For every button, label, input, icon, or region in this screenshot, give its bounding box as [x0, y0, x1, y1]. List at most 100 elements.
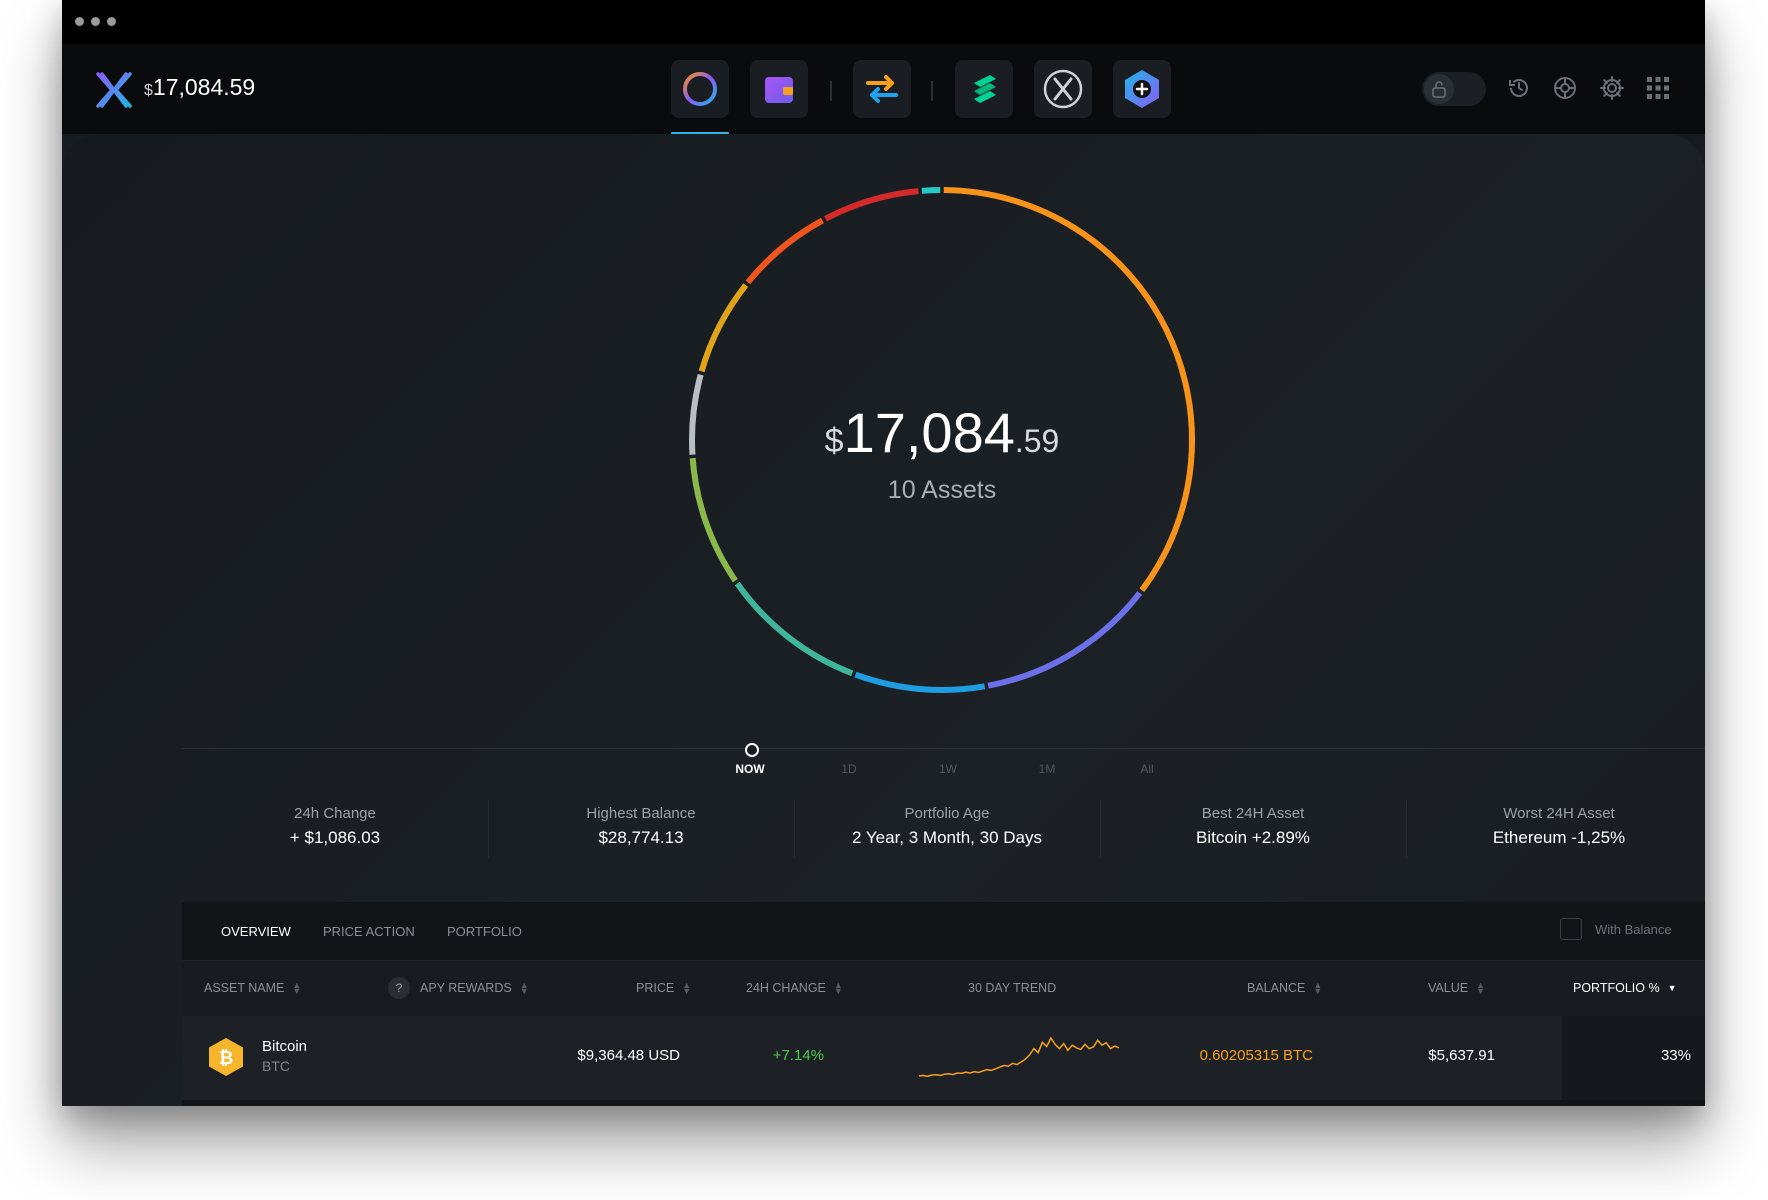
with-balance-label: With Balance	[1595, 921, 1672, 937]
portfolio-column-highlight	[1562, 1016, 1705, 1100]
with-balance-filter[interactable]: With Balance	[1560, 918, 1672, 940]
stat-value: Bitcoin +2.89%	[1196, 828, 1310, 847]
asset-symbol: BTC	[262, 1058, 290, 1074]
donut-slice[interactable]	[689, 457, 738, 583]
stat-portfolio-age: Portfolio Age 2 Year, 3 Month, 30 Days	[794, 805, 1100, 848]
stat-label: Portfolio Age	[904, 805, 990, 822]
top-bar: $17,084.59	[62, 44, 1705, 135]
portfolio-icon[interactable]	[671, 60, 729, 118]
donut-slice[interactable]	[698, 283, 749, 373]
sort-icon: ▲ ▼	[1313, 980, 1323, 996]
timeline-now[interactable]: NOW	[735, 762, 765, 776]
with-balance-checkbox[interactable]	[1560, 918, 1582, 940]
tab-portfolio[interactable]: PORTFOLIO	[447, 924, 522, 939]
stat-divider	[1406, 800, 1407, 858]
table-row[interactable]: ₿ Bitcoin BTC $9,364.48 USD +7.14% 0.602…	[182, 1016, 1705, 1100]
gear-icon[interactable]	[1595, 71, 1629, 105]
timeline-1d[interactable]: 1D	[841, 762, 857, 776]
window-minimize-button[interactable]	[91, 17, 100, 26]
app-window: $17,084.59	[62, 0, 1705, 1106]
stat-label: 24h Change	[294, 805, 376, 822]
donut-slice[interactable]	[824, 188, 919, 222]
stat-value: $28,774.13	[598, 828, 684, 847]
sort-icon: ▲ ▼	[1476, 980, 1485, 996]
stat-divider	[488, 800, 489, 858]
stat-24h-change: 24h Change + $1,086.03	[182, 805, 488, 848]
header-balance-amount: 17,084.59	[152, 74, 256, 100]
timeline-1m[interactable]: 1M	[1038, 762, 1056, 776]
asset-name: Bitcoin	[262, 1038, 308, 1055]
donut-slice[interactable]	[921, 187, 941, 194]
support-icon[interactable]	[1548, 71, 1582, 105]
th-24h-change[interactable]: 24H CHANGE ▲ ▼	[746, 981, 843, 996]
asset-trend-sparkline	[918, 1036, 1120, 1078]
th-label: 24H CHANGE	[746, 981, 826, 995]
stat-divider	[1100, 800, 1101, 858]
svg-text:₿: ₿	[219, 1048, 234, 1068]
help-icon[interactable]: ?	[388, 977, 410, 999]
th-30-day-trend: 30 DAY TREND	[968, 981, 1056, 995]
timeline-all[interactable]: All	[1140, 762, 1154, 776]
stat-best-asset: Best 24H Asset Bitcoin +2.89%	[1100, 805, 1406, 848]
apps-grid-icon[interactable]	[1641, 71, 1675, 105]
th-label: 30 DAY TREND	[968, 981, 1057, 995]
timeline-marker[interactable]	[745, 743, 759, 757]
header-balance: $17,084.59	[144, 74, 255, 101]
sparkline-path	[918, 1036, 1120, 1078]
title-bar	[62, 0, 1705, 44]
donut-slice[interactable]	[987, 591, 1143, 689]
nav-divider	[931, 81, 933, 101]
assets-table: OVERVIEW PRICE ACTION PORTFOLIO With Bal…	[182, 902, 1705, 1106]
exodus-x-icon[interactable]	[1034, 60, 1092, 118]
stat-value: Ethereum -1,25%	[1492, 828, 1626, 847]
th-label: VALUE	[1428, 981, 1469, 995]
stat-label: Best 24H Asset	[1201, 805, 1305, 822]
donut-slice[interactable]	[734, 581, 854, 677]
tab-price-action[interactable]: PRICE ACTION	[323, 924, 415, 939]
th-apy-rewards[interactable]: ? APY REWARDS ▲ ▼	[388, 977, 529, 999]
exchange-icon[interactable]	[853, 60, 911, 118]
th-portfolio[interactable]: PORTFOLIO % ▼	[1573, 981, 1677, 995]
active-nav-indicator	[671, 132, 729, 135]
portfolio-donut-chart	[689, 187, 1195, 693]
stat-worst-asset: Worst 24H Asset Ethereum -1,25%	[1406, 805, 1705, 848]
stat-highest-balance: Highest Balance $28,774.13	[488, 805, 794, 848]
portfolio-total: $17,084.59	[662, 400, 1222, 465]
th-value[interactable]: VALUE ▲ ▼	[1428, 980, 1485, 996]
asset-24h-change: +7.14%	[772, 1047, 824, 1064]
donut-slice[interactable]	[854, 671, 986, 693]
portfolio-total-decimals: .59	[1014, 423, 1060, 459]
sort-icon: ▲ ▼	[292, 980, 302, 996]
asset-price: $9,364.48 USD	[577, 1047, 680, 1064]
lock-icon	[1424, 74, 1454, 104]
add-app-icon[interactable]	[1113, 60, 1171, 118]
wallet-icon[interactable]	[750, 60, 808, 118]
stat-label: Worst 24H Asset	[1503, 805, 1615, 822]
th-label: ASSET NAME	[204, 981, 285, 995]
nav-divider	[830, 81, 832, 101]
asset-portfolio-percent: 33%	[1660, 1047, 1691, 1064]
table-header: ASSET NAME ▲ ▼ ? APY REWARDS ▲ ▼ PRICE ▲ ▼ …	[182, 960, 1705, 1017]
stat-value: 2 Year, 3 Month, 30 Days	[852, 828, 1042, 847]
portfolio-total-integer: 17,084	[843, 401, 1015, 464]
window-zoom-button[interactable]	[107, 17, 116, 26]
window-close-button[interactable]	[75, 17, 84, 26]
th-price[interactable]: PRICE ▲ ▼	[636, 981, 691, 996]
stat-value: + $1,086.03	[289, 828, 381, 847]
th-asset-name[interactable]: ASSET NAME ▲ ▼	[204, 980, 302, 996]
asset-count: 10 Assets	[887, 476, 997, 504]
timeline-track	[182, 748, 1705, 749]
compound-icon[interactable]	[955, 60, 1013, 118]
history-icon[interactable]	[1502, 71, 1536, 105]
donut-slice[interactable]	[745, 217, 824, 285]
donut-slice[interactable]	[943, 187, 1195, 593]
th-label: APY REWARDS	[420, 981, 512, 995]
lock-toggle[interactable]	[1422, 72, 1486, 106]
bitcoin-icon: ₿	[209, 1038, 243, 1076]
header-balance-currency: $	[144, 82, 153, 99]
timeline-1w[interactable]: 1W	[939, 762, 957, 776]
donut-slice[interactable]	[689, 373, 704, 455]
th-balance[interactable]: BALANCE ▲ ▼	[1247, 980, 1323, 996]
tab-overview[interactable]: OVERVIEW	[221, 924, 291, 939]
exodus-logo-icon	[96, 72, 132, 108]
